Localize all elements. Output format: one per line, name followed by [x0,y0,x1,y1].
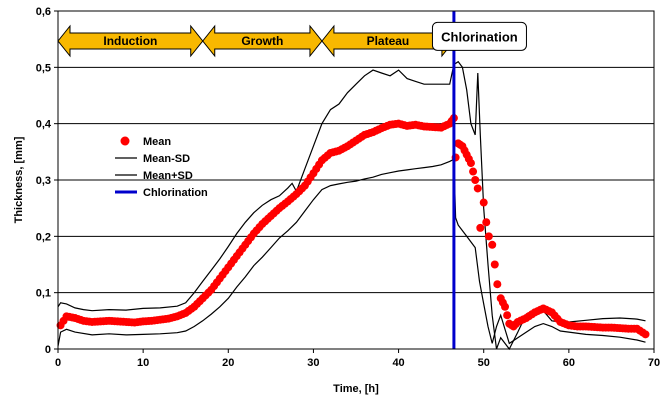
mean-point [466,159,475,168]
chlorination-annotation-box [431,21,527,51]
x-axis-ticks: 0 10 20 30 40 50 60 70 [55,349,660,369]
y-tick-label-2: 0,2 [36,231,51,243]
mean-point [493,280,502,289]
axes: 0 10 20 30 40 50 60 70 0 0,1 0,2 0,3 0,4 0,5 0,6 Time… [13,6,660,395]
y-tick-label-3: 0,3 [36,175,51,187]
x-tick-label-2: 20 [222,357,234,369]
y-axis-label: Thickness, [mm] [13,136,25,223]
series-line-mean-sd [57,60,646,351]
mean-point [469,167,478,176]
mean-point [501,302,509,311]
x-tick-label-3: 30 [307,357,319,369]
mean-point [471,176,480,184]
phase-arrows: Induction Growth Plateau [57,24,455,58]
legend: Mean Mean-SD Mean+SD Chlorination [115,136,208,199]
y-tick-label-6: 0,6 [36,6,51,18]
mean-point [473,184,482,193]
legend-label-mean: Mean [143,136,171,148]
x-tick-label-1: 10 [137,357,149,369]
y-axis-ticks: 0 0,1 0,2 0,3 0,4 0,5 0,6 [36,6,58,356]
mean-point [482,218,491,227]
x-axis-label: Time, [h] [333,383,379,395]
y-tick-label-5: 0,5 [36,62,51,74]
phase-label-growth: Growth [241,34,283,48]
mean-point [490,260,499,269]
phase-label-plateau: Plateau [367,34,410,48]
y-tick-label-1: 0,1 [36,288,51,300]
legend-label-mean-sd: Mean-SD [143,153,190,165]
chlorination-annotation: Chlorination [431,21,527,51]
mean-point [479,198,488,207]
x-tick-label-7: 70 [648,357,660,369]
chlorination-annotation-label: Chlorination [441,29,518,44]
mean-point [503,311,512,320]
x-tick-label-4: 40 [392,357,404,369]
legend-swatch-mean [120,136,130,146]
sd-lines [57,60,646,351]
legend-label-chlorination: Chlorination [143,187,208,199]
grid-lines [58,66,654,294]
y-tick-label-0: 0 [45,344,51,356]
y-tick-label-4: 0,4 [36,119,52,131]
mean-point [484,232,493,241]
mean-markers [56,114,650,339]
plot-area [56,10,655,351]
mean-point [641,330,650,339]
x-tick-label-0: 0 [55,357,61,369]
phase-label-induction: Induction [103,34,157,48]
series-line-mean-sd [57,158,646,347]
legend-label-mean-sd: Mean+SD [143,170,193,182]
mean-point [488,240,497,249]
x-tick-label-5: 50 [478,357,490,369]
x-tick-label-6: 60 [563,357,575,369]
mean-point [476,223,485,232]
